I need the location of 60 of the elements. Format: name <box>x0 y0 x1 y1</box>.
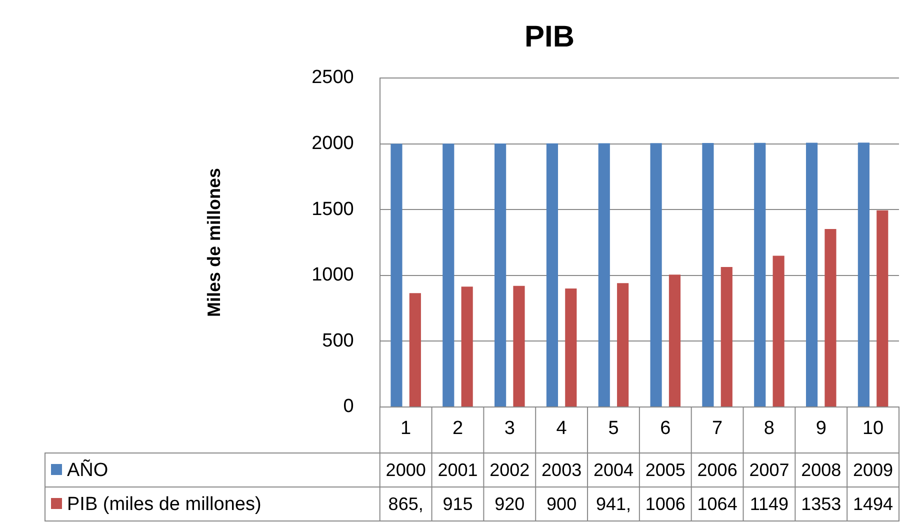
bar <box>824 228 836 406</box>
x-tick-label: 7 <box>712 418 723 440</box>
data-label: 2001 <box>438 460 478 480</box>
bar <box>702 143 714 406</box>
y-axis-title: Miles de millones <box>204 168 224 318</box>
bar <box>598 143 610 406</box>
y-tick-label: 1000 <box>312 264 354 286</box>
bar <box>772 256 784 406</box>
x-tick-label: 8 <box>764 418 775 440</box>
data-label: 2007 <box>749 460 790 480</box>
bar <box>390 144 402 406</box>
data-label: 2005 <box>645 460 686 480</box>
bar <box>668 274 681 406</box>
y-tick-label: 2000 <box>312 133 354 154</box>
bar <box>876 210 888 406</box>
x-tick-label: 3 <box>504 418 515 440</box>
bar <box>409 293 421 406</box>
data-label: 2000 <box>386 460 426 480</box>
data-label: 920 <box>494 494 525 514</box>
data-label: 915 <box>442 494 473 514</box>
bar <box>858 142 870 406</box>
data-label: 900 <box>546 494 577 514</box>
data-label: 865, <box>388 494 424 514</box>
data-label: 1494 <box>853 494 894 514</box>
data-label: 2003 <box>542 460 582 480</box>
data-label: 1149 <box>750 494 789 514</box>
x-tick-label: 5 <box>608 418 619 440</box>
legend-label: PIB (miles de millones) <box>67 494 262 516</box>
chart-title: PIB <box>524 20 575 54</box>
bar <box>546 143 558 406</box>
bar <box>494 144 506 406</box>
bar <box>806 142 818 406</box>
data-label: 2008 <box>801 460 842 480</box>
data-label: 2006 <box>697 460 738 480</box>
data-label: 941, <box>596 494 631 514</box>
x-tick-label: 4 <box>556 418 568 440</box>
data-label: 2002 <box>490 460 530 480</box>
data-label: 2009 <box>853 460 894 480</box>
x-tick-label: 2 <box>452 418 464 440</box>
bar <box>461 286 473 406</box>
x-tick-label: 9 <box>816 418 826 440</box>
bar <box>720 266 732 406</box>
data-label: 1006 <box>645 494 686 514</box>
legend-label: AÑO <box>67 459 108 482</box>
y-tick-label: 500 <box>322 330 354 352</box>
data-label: 2004 <box>593 460 634 480</box>
bar <box>442 144 454 406</box>
y-tick-label: 1500 <box>312 198 354 220</box>
y-tick-label: 0 <box>343 396 354 418</box>
bar <box>617 283 629 406</box>
data-label: 1064 <box>697 494 738 514</box>
bar <box>754 142 766 406</box>
bar <box>513 286 525 406</box>
y-tick-label: 2500 <box>312 67 354 88</box>
x-tick-label: 6 <box>660 418 671 440</box>
x-tick-label: 1 <box>400 418 412 440</box>
bar <box>565 288 577 406</box>
data-label: 1353 <box>801 494 842 514</box>
x-tick-label: 10 <box>862 418 884 440</box>
bar <box>650 143 662 406</box>
